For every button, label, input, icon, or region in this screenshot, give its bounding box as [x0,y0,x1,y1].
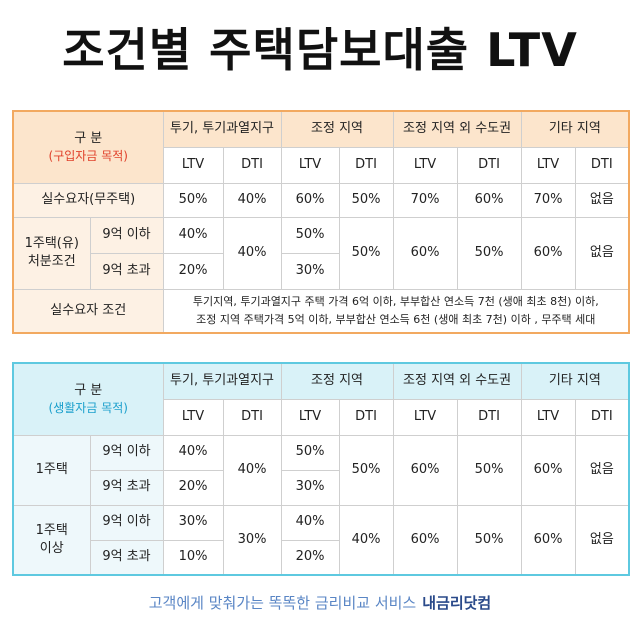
dti-header: DTI [456,146,522,184]
table1-header-cell: 구 분 (구입자금 목적) [12,110,164,184]
table1-zone-1: 투기, 투기과열지구 [162,110,282,148]
cell-value: 40% [162,216,224,254]
ltv-header: LTV [520,398,576,436]
cell-value: 60% [392,216,458,290]
footer-brand: 내금리닷컴 [422,594,492,612]
ltv-header: LTV [520,146,576,184]
cell-value: 20% [280,539,340,576]
cell-value: 30% [280,469,340,506]
row-label-multi-house: 1주택 이상 [12,504,91,576]
dti-header: DTI [222,398,282,436]
cell-value: 50% [456,216,522,290]
cell-value: 40% [222,216,282,290]
footer-text: 고객에게 맞춰가는 똑똑한 금리비교 서비스 [148,594,417,612]
table1-zone-4: 기타 지역 [520,110,630,148]
dti-header: DTI [222,146,282,184]
row-label-one-house: 1주택(유) 처분조건 [12,216,91,290]
cell-value: 60% [456,182,522,218]
cell-value: 60% [520,216,576,290]
cell-value: 없음 [574,504,630,576]
footer: 고객에게 맞춰가는 똑똑한 금리비교 서비스 내금리닷컴 [0,592,640,613]
ltv-header: LTV [280,146,340,184]
cell-value: 50% [280,216,340,254]
cell-value: 없음 [574,216,630,290]
condition-text: 투기지역, 투기과열지구 주택 가격 6억 이하, 부부합산 연소득 7천 (생… [162,288,630,334]
cell-value: 10% [162,539,224,576]
table2-head-sub: (생활자금 목적) [48,400,128,415]
table1-zone-2: 조정 지역 [280,110,394,148]
table2-zone-3: 조정 지역 외 수도권 [392,362,522,400]
cell-value: 50% [456,434,522,506]
table2-header-cell: 구 분 (생활자금 목적) [12,362,164,436]
cell-value: 60% [280,182,340,218]
row-label-line: 1주택(유) [24,235,79,251]
cell-value: 50% [162,182,224,218]
purchase-ltv-table: 구 분 (구입자금 목적) 투기, 투기과열지구 조정 지역 조정 지역 외 수… [12,110,631,334]
cell-value: 40% [338,504,394,576]
sub-label: 9억 초과 [89,469,164,506]
cell-value: 50% [280,434,340,471]
table1-zone-3: 조정 지역 외 수도권 [392,110,522,148]
table2-zone-4: 기타 지역 [520,362,630,400]
sub-label: 9억 이하 [89,434,164,471]
sub-label: 9억 이하 [89,504,164,541]
cell-value: 40% [222,434,282,506]
cell-value: 50% [338,216,394,290]
ltv-header: LTV [162,146,224,184]
dti-header: DTI [338,398,394,436]
page-title: 조건별 주택담보대출 LTV [62,23,578,77]
living-ltv-table: 구 분 (생활자금 목적) 투기, 투기과열지구 조정 지역 조정 지역 외 수… [12,362,631,576]
cell-value: 40% [280,504,340,541]
cell-value: 60% [392,504,458,576]
cell-value: 50% [456,504,522,576]
ltv-header: LTV [392,398,458,436]
dti-header: DTI [574,146,630,184]
table2-head-label: 구 분 [74,382,103,398]
condition-label: 실수요자 조건 [12,288,164,334]
dti-header: DTI [574,398,630,436]
cell-value: 40% [222,182,282,218]
table1-head-sub: (구입자금 목적) [48,148,128,163]
row-label-line: 1주택 [35,522,68,538]
table2-zone-2: 조정 지역 [280,362,394,400]
row-label-line: 처분조건 [27,254,76,269]
cell-value: 없음 [574,434,630,506]
cell-value: 60% [392,434,458,506]
cell-value: 40% [162,434,224,471]
table1-head-label: 구 분 [74,130,103,146]
sub-label: 9억 초과 [89,252,164,290]
row-label-one-house: 1주택 [12,434,91,506]
condition-line: 투기지역, 투기과열지구 주택 가격 6억 이하, 부부합산 연소득 7천 (생… [192,295,599,309]
sub-label: 9억 이하 [89,216,164,254]
table2-zone-1: 투기, 투기과열지구 [162,362,282,400]
cell-value: 70% [392,182,458,218]
cell-value: 20% [162,469,224,506]
cell-value: 60% [520,434,576,506]
cell-value: 30% [280,252,340,290]
ltv-header: LTV [392,146,458,184]
cell-value: 30% [162,504,224,541]
dti-header: DTI [456,398,522,436]
cell-value: 50% [338,182,394,218]
dti-header: DTI [338,146,394,184]
cell-value: 30% [222,504,282,576]
condition-line: 조정 지역 주택가격 5억 이하, 부부합산 연소득 6천 (생애 최초 7천)… [196,312,596,326]
row-label-no-house: 실수요자(무주택) [12,182,164,218]
ltv-header: LTV [280,398,340,436]
cell-value: 50% [338,434,394,506]
sub-label: 9억 초과 [89,539,164,576]
ltv-header: LTV [162,398,224,436]
cell-value: 60% [520,504,576,576]
row-label-line: 이상 [39,540,64,556]
cell-value: 없음 [574,182,630,218]
cell-value: 70% [520,182,576,218]
cell-value: 20% [162,252,224,290]
